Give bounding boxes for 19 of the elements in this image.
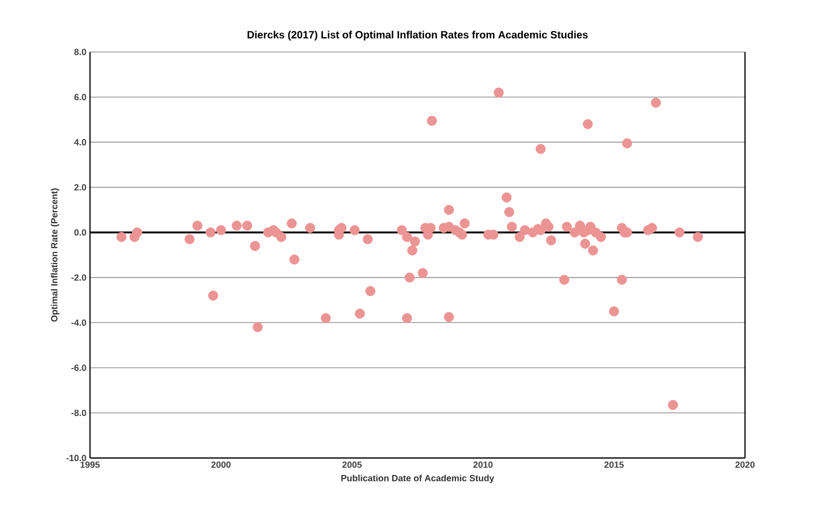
y-tick-label: -2.0 [71,274,86,281]
x-tick-label: 2020 [735,462,755,468]
y-tick-label: -6.0 [71,364,86,371]
x-tick-label: 2015 [604,462,624,468]
y-tick-label: 2.0 [74,184,86,190]
y-axis-title: Optimal Inflation Rate (Percent) [50,188,60,322]
y-tick-label: 8.0 [74,48,86,56]
y-tick-label: 4.0 [74,139,86,146]
x-tick-label: 2000 [211,462,231,468]
y-tick-label: 6.0 [74,94,86,100]
y-tick-label: 0.0 [74,229,86,236]
x-tick-label: 2010 [473,462,493,468]
x-tick-label: 2005 [342,462,362,468]
x-axis-title: Publication Date of Academic Study [341,474,494,484]
y-tick-label: -8.0 [71,410,86,416]
y-tick-label: -4.0 [71,319,86,326]
y-tick-label: -10.0 [66,454,86,462]
x-tick-label: 1995 [80,462,100,468]
chart-title: Diercks (2017) List of Optimal Inflation Rates from Academic Studies [248,30,588,40]
